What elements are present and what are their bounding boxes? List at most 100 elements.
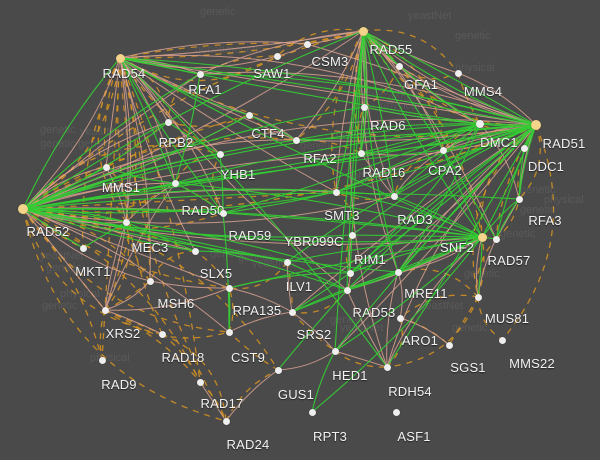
graph-edge	[291, 311, 336, 352]
graph-edge	[119, 57, 537, 138]
graph-edge	[119, 57, 169, 123]
graph-node-rim1[interactable]	[346, 269, 354, 277]
graph-node-rad24[interactable]	[222, 417, 230, 425]
graph-edge	[22, 195, 395, 224]
graph-edge	[22, 30, 364, 210]
graph-node-mre11[interactable]	[394, 268, 402, 276]
graph-edge	[22, 208, 230, 289]
graph-edge	[22, 106, 365, 210]
graph-node-aro1[interactable]	[396, 314, 404, 322]
graph-edge	[125, 221, 196, 252]
graph-node-mms22[interactable]	[498, 336, 506, 344]
graph-node-csm3[interactable]	[303, 40, 311, 48]
graph-edge	[82, 221, 127, 249]
graph-edge	[399, 317, 450, 346]
graph-edge	[360, 124, 537, 154]
graph-node-rpa135[interactable]	[225, 284, 233, 292]
graph-edge	[518, 124, 537, 200]
graph-edge	[119, 55, 278, 82]
graph-edge	[105, 166, 176, 184]
graph-node-rad55[interactable]	[358, 26, 368, 36]
graph-node-yhb1[interactable]	[216, 150, 224, 158]
graph-node-rdh54[interactable]	[383, 363, 391, 371]
graph-node-sgs1[interactable]	[445, 341, 453, 349]
graph-node-mus81[interactable]	[474, 293, 482, 301]
graph-node-saw1[interactable]	[273, 52, 281, 60]
graph-node-smt3[interactable]	[332, 188, 340, 196]
graph-edge	[517, 147, 525, 200]
graph-node-rad3[interactable]	[390, 192, 398, 200]
graph-node-cst9[interactable]	[225, 328, 233, 336]
graph-edge	[119, 57, 537, 126]
graph-edge	[362, 30, 497, 240]
graph-node-mms4[interactable]	[454, 69, 462, 77]
graph-node-srs2[interactable]	[288, 308, 296, 316]
graph-node-rad18[interactable]	[158, 330, 166, 338]
graph-node-rad9[interactable]	[98, 356, 106, 364]
graph-node-slx5[interactable]	[191, 247, 199, 255]
graph-node-rpt3[interactable]	[308, 408, 316, 416]
graph-node-ddc1[interactable]	[520, 144, 528, 152]
graph-edge	[442, 149, 483, 238]
graph-node-gus1[interactable]	[274, 366, 282, 374]
graph-edge	[119, 57, 337, 193]
graph-edge	[346, 289, 388, 368]
graph-edge	[349, 30, 364, 274]
graph-node-rad50[interactable]	[171, 179, 179, 187]
graph-node-hed1[interactable]	[331, 347, 339, 355]
graph-edge	[104, 309, 201, 383]
graph-edge	[117, 57, 163, 335]
graph-node-ilv1[interactable]	[283, 258, 291, 266]
graph-edge	[351, 124, 537, 236]
graph-node-msh6[interactable]	[146, 277, 154, 285]
graph-edge	[119, 57, 151, 282]
graph-edge	[119, 57, 201, 383]
graph-edge	[22, 139, 297, 210]
graph-edge	[22, 208, 106, 311]
graph-node-rad59[interactable]	[219, 209, 227, 217]
graph-node-rfa2[interactable]	[292, 136, 300, 144]
graph-node-cpa2[interactable]	[439, 146, 447, 154]
graph-node-rad6[interactable]	[360, 103, 368, 111]
graph-edge	[277, 350, 336, 371]
graph-edge	[291, 124, 537, 313]
graph-node-xrs2[interactable]	[101, 306, 109, 314]
graph-edge	[228, 331, 279, 371]
graph-node-rpb2[interactable]	[164, 118, 172, 126]
graph-edge	[22, 208, 227, 422]
graph-edge	[350, 30, 388, 368]
graph-node-mec3[interactable]	[122, 218, 130, 226]
graph-node-rad54[interactable]	[115, 53, 125, 63]
graph-node-rfa1[interactable]	[196, 70, 204, 78]
graph-edge	[104, 182, 176, 311]
graph-node-ctf4[interactable]	[245, 111, 253, 119]
graph-edge	[291, 311, 336, 352]
graph-edge	[386, 296, 479, 368]
graph-edge	[286, 261, 293, 313]
graph-node-rad16[interactable]	[357, 149, 365, 157]
graph-node-rad52[interactable]	[18, 204, 28, 214]
graph-node-rad17[interactable]	[196, 378, 204, 386]
graph-node-gfa1[interactable]	[395, 62, 403, 70]
graph-edge	[119, 54, 481, 125]
graph-node-mkt1[interactable]	[79, 244, 87, 252]
graph-edge	[362, 30, 537, 126]
graph-edge	[119, 57, 537, 126]
graph-node-rad51[interactable]	[531, 120, 541, 130]
graph-node-snf2[interactable]	[477, 232, 487, 242]
graph-node-mms1[interactable]	[102, 163, 110, 171]
graph-edge	[362, 30, 537, 126]
graph-node-rad53[interactable]	[343, 286, 351, 294]
graph-node-rad57[interactable]	[492, 235, 500, 243]
graph-edge	[22, 208, 230, 289]
graph-node-rfa3[interactable]	[515, 195, 523, 203]
graph-edge	[22, 208, 84, 249]
graph-edge	[22, 121, 169, 210]
graph-edge	[22, 191, 337, 210]
graph-node-asf1[interactable]	[392, 408, 400, 416]
graph-node-dmc1[interactable]	[476, 120, 484, 128]
graph-edge	[104, 309, 230, 339]
graph-node-ybr099c[interactable]	[348, 231, 356, 239]
